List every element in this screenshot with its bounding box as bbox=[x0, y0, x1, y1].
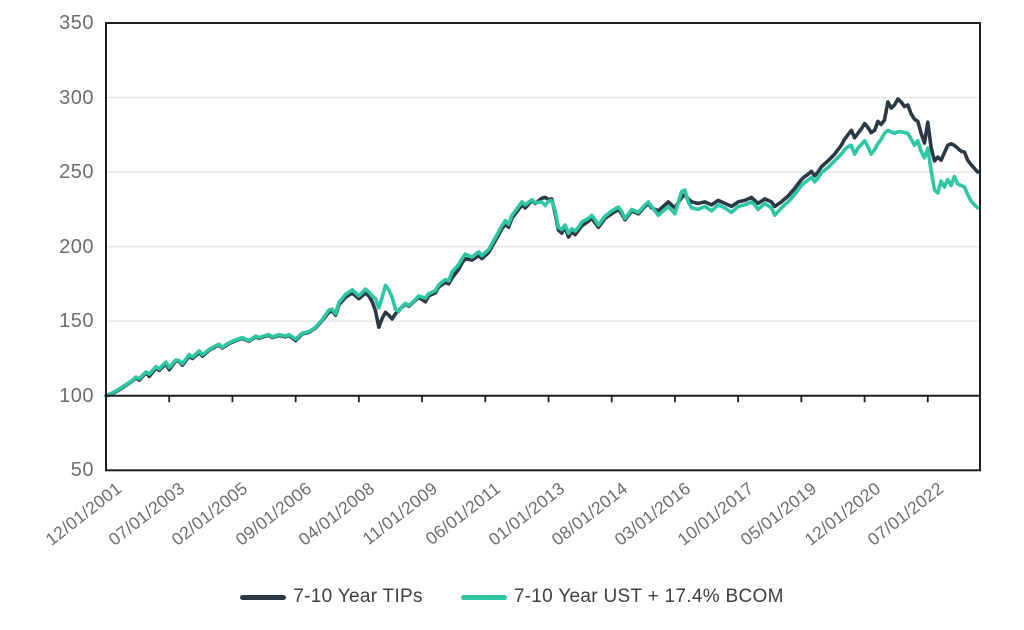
chart-legend: 7-10 Year TIPs 7-10 Year UST + 17.4% BCO… bbox=[0, 586, 1024, 608]
y-axis-label: 100 bbox=[59, 384, 94, 407]
y-axis-label: 350 bbox=[59, 12, 94, 34]
legend-label-ust-bcom: 7-10 Year UST + 17.4% BCOM bbox=[513, 586, 784, 607]
y-axis-label: 150 bbox=[59, 310, 94, 333]
legend-label-tips: 7-10 Year TIPs bbox=[293, 586, 423, 607]
plot-frame bbox=[105, 22, 981, 472]
line-series-tips bbox=[104, 97, 980, 398]
legend-item-ust-bcom: 7-10 Year UST + 17.4% BCOM bbox=[460, 586, 784, 608]
y-axis-label: 300 bbox=[59, 86, 94, 109]
tips-line-swatch-icon bbox=[240, 594, 287, 600]
legend-item-tips: 7-10 Year TIPs bbox=[240, 586, 423, 608]
y-axis-label: 200 bbox=[59, 235, 94, 258]
line-series-ust-bcom bbox=[104, 128, 980, 398]
y-axis-label: 50 bbox=[70, 459, 94, 482]
ust-bcom-line-swatch-icon bbox=[460, 594, 507, 600]
y-axis-label: 250 bbox=[59, 161, 94, 184]
